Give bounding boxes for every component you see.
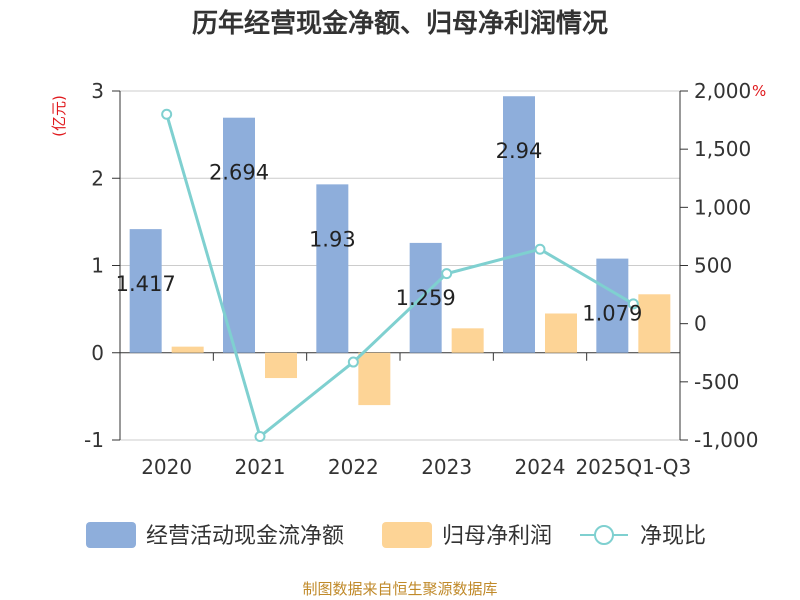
x-tick-label: 2024	[515, 455, 566, 479]
data-label-cashflow: 1.259	[396, 286, 456, 310]
bars	[129, 96, 671, 406]
data-label-cashflow: 2.694	[209, 161, 269, 185]
legend: 经营活动现金流净额 归母净利润 净现比	[86, 522, 706, 549]
source-note: 制图数据来自恒生聚源数据库	[302, 580, 497, 598]
chart-title: 历年经营现金净额、归母净利润情况	[192, 8, 608, 39]
data-labels: 1.417 2.694 1.93 1.259 2.94 1.079	[116, 139, 643, 325]
ratio-point	[347, 356, 359, 368]
right-tick-label: 1,000	[694, 195, 751, 219]
ratio-point	[627, 298, 639, 310]
data-label-cashflow: 1.417	[116, 272, 176, 296]
axes: 3 2 1 0 -1 2,000 1,500 1,000 500 0 -500 -1,000 2020 2…	[84, 79, 758, 479]
x-tick-label: 2022	[328, 455, 379, 479]
bar-net-profit	[265, 352, 297, 379]
bar-cashflow	[409, 242, 442, 353]
data-label-cashflow: 2.94	[496, 139, 543, 163]
x-tick-label: 2021	[235, 455, 286, 479]
right-tick-label: -1,000	[694, 428, 758, 452]
right-tick-label: 2,000	[694, 79, 751, 103]
right-tick-label: -500	[694, 370, 739, 394]
bar-cashflow	[596, 258, 629, 353]
legend-label-ratio: 净现比	[640, 524, 706, 549]
bar-net-profit	[451, 328, 484, 353]
legend-label-cashflow: 经营活动现金流净额	[146, 524, 344, 549]
left-tick-label: -1	[84, 428, 104, 452]
ratio-point	[161, 108, 173, 120]
data-label-cashflow: 1.079	[582, 302, 642, 326]
gridlines	[120, 90, 680, 441]
x-tick-label: 2025Q1-Q3	[575, 455, 691, 479]
data-label-cashflow: 1.93	[309, 227, 356, 251]
bar-cashflow	[129, 229, 162, 353]
bar-net-profit	[358, 352, 391, 406]
ratio-point	[441, 268, 453, 280]
x-tick-label: 2020	[141, 455, 192, 479]
x-tick-label: 2023	[421, 455, 472, 479]
bar-net-profit	[171, 346, 204, 353]
ratio-line	[161, 108, 639, 443]
left-tick-label: 2	[91, 166, 104, 190]
bar-net-profit	[638, 294, 671, 353]
left-tick-label: 1	[91, 254, 104, 278]
left-axis-unit: (亿元)	[50, 95, 68, 137]
legend-label-net-profit: 归母净利润	[442, 524, 552, 549]
legend-swatch-cashflow	[86, 522, 136, 548]
right-tick-label: 0	[694, 312, 707, 336]
right-axis-unit: %	[752, 82, 766, 100]
legend-swatch-net-profit	[382, 522, 432, 548]
ratio-line-path	[165, 113, 635, 440]
right-tick-label: 1,500	[694, 137, 751, 161]
legend-swatch-ratio-marker	[594, 525, 614, 545]
ratio-point	[534, 243, 546, 255]
right-tick-label: 500	[694, 254, 732, 278]
bar-cashflow	[223, 117, 255, 353]
bar-cashflow	[503, 96, 535, 353]
left-tick-label: 3	[91, 79, 104, 103]
left-tick-label: 0	[91, 341, 104, 365]
bar-net-profit	[545, 313, 577, 353]
bar-cashflow	[316, 184, 349, 353]
ratio-point	[254, 431, 266, 443]
